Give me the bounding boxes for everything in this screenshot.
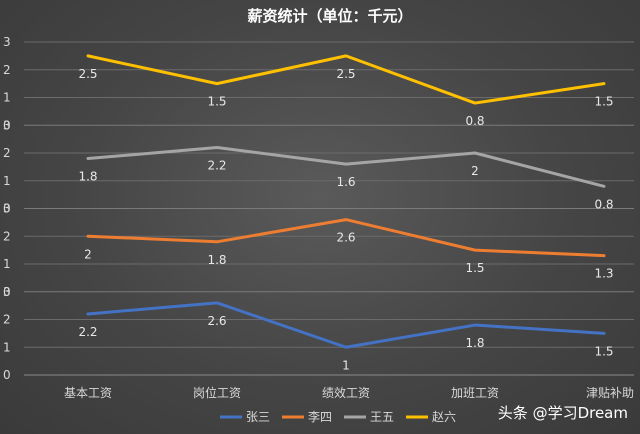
data-label: 1.5	[594, 95, 613, 109]
data-label: 1.8	[207, 253, 226, 267]
y-tick-label: 2	[3, 63, 11, 77]
legend-label: 王五	[370, 410, 394, 424]
y-tick-label: 1	[3, 340, 11, 354]
series-layer	[86, 54, 606, 349]
x-category-label: 岗位工资	[193, 385, 241, 400]
y-tick-label: 1	[3, 174, 11, 188]
y-tick-label: 3	[3, 285, 11, 299]
data-label: 2	[471, 164, 479, 178]
x-category-label: 加班工资	[451, 386, 499, 400]
x-category-label: 绩效工资	[322, 385, 370, 400]
y-tick-label: 2	[3, 229, 11, 243]
data-label: 2.5	[336, 67, 355, 81]
y-tick-label: 3	[3, 35, 11, 49]
data-label: 2.5	[78, 67, 97, 81]
watermark: 头条 @学习Dream	[498, 404, 628, 422]
data-label: 1.8	[78, 170, 97, 184]
y-tick-label: 2	[3, 313, 11, 327]
series-line-1	[86, 301, 606, 349]
data-label: 0.8	[594, 197, 613, 211]
legend-label: 李四	[308, 409, 332, 424]
y-tick-label: 3	[3, 118, 11, 132]
legend-label: 张三	[246, 410, 270, 424]
y-tick-label: 2	[3, 146, 11, 160]
x-category-label: 津贴补助	[586, 386, 634, 400]
y-tick-label: 1	[3, 91, 11, 105]
data-label: 1.5	[594, 344, 613, 358]
x-category-label: 基本工资	[64, 386, 112, 400]
y-tick-label: 0	[3, 368, 11, 382]
data-label: 2.6	[336, 231, 355, 245]
data-label: 2	[84, 247, 92, 261]
data-label: 2.6	[207, 314, 226, 328]
grid-layer	[24, 41, 634, 376]
data-label: 1.6	[336, 175, 355, 189]
y-tick-label: 1	[3, 257, 11, 271]
y-tick-label: 3	[3, 202, 11, 216]
data-label: 0.8	[465, 114, 484, 128]
data-label: 1.3	[594, 267, 613, 281]
data-label: 1.8	[465, 336, 484, 350]
data-label: 1.5	[465, 261, 484, 275]
y-tick-label: 0	[3, 202, 11, 216]
data-label: 2.2	[78, 325, 97, 339]
data-label-layer: 2.2 2.6 1 1.8 1.5 2 1.8 2.6 1.5 1.3 1.8 2.2 1.6 2 0.8 2…	[78, 67, 613, 372]
y-tick-label: 0	[3, 285, 11, 299]
data-label: 2.2	[207, 158, 226, 172]
series-line-4	[86, 54, 606, 105]
chart-title: 薪资统计（单位：千元）	[247, 7, 412, 25]
y-tick-label: 0	[3, 118, 11, 132]
legend-label: 赵六	[432, 410, 456, 424]
series-line-3	[86, 145, 606, 188]
data-label: 1.5	[207, 95, 226, 109]
legend: 张三 李四 王五 赵六	[220, 409, 456, 424]
series-line-2	[86, 218, 606, 258]
data-label: 1	[342, 358, 350, 372]
